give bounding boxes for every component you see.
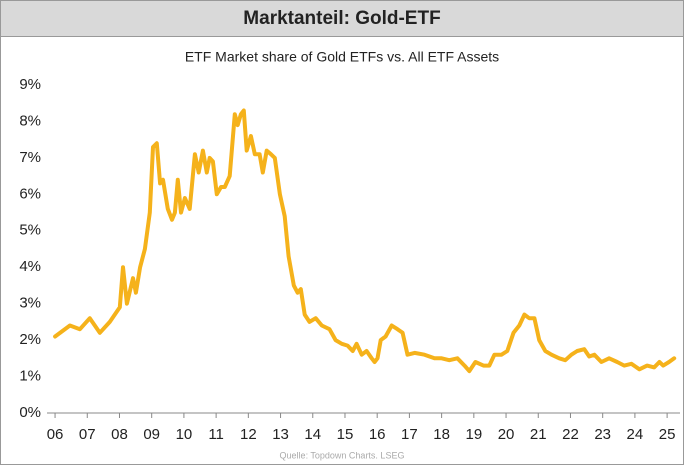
x-tick-label: 11 xyxy=(208,426,224,443)
y-tick-label: 4% xyxy=(19,258,41,275)
y-tick-label: 3% xyxy=(19,295,41,312)
x-tick-label: 13 xyxy=(272,426,289,443)
x-tick-label: 07 xyxy=(79,426,96,443)
x-tick-label: 14 xyxy=(304,426,321,443)
y-tick-label: 9% xyxy=(19,76,41,93)
x-tick-label: 15 xyxy=(337,426,354,443)
x-tick-label: 18 xyxy=(433,426,450,443)
y-tick-label: 2% xyxy=(19,331,41,348)
chart-title: Marktanteil: Gold-ETF xyxy=(243,8,440,29)
x-tick-label: 06 xyxy=(47,426,64,443)
x-tick-label: 10 xyxy=(176,426,193,443)
x-tick-label: 21 xyxy=(530,426,547,443)
y-tick-label: 7% xyxy=(19,149,41,166)
x-tick-label: 24 xyxy=(627,426,644,443)
y-tick-label: 6% xyxy=(19,185,41,202)
x-tick-label: 16 xyxy=(369,426,386,443)
y-tick-label: 1% xyxy=(19,368,41,385)
x-tick-label: 20 xyxy=(498,426,515,443)
x-tick-label: 09 xyxy=(143,426,160,443)
header-band xyxy=(0,0,684,37)
x-tick-label: 22 xyxy=(562,426,579,443)
y-tick-label: 8% xyxy=(19,112,41,129)
source-note: Quelle: Topdown Charts. LSEG xyxy=(280,450,405,460)
x-tick-label: 23 xyxy=(594,426,611,443)
y-tick-label: 5% xyxy=(19,222,41,239)
x-tick-label: 17 xyxy=(401,426,418,443)
x-tick-label: 25 xyxy=(659,426,676,443)
x-tick-label: 19 xyxy=(465,426,482,443)
y-tick-label: 0% xyxy=(19,404,41,421)
data-line xyxy=(53,108,677,374)
chart-subtitle: ETF Market share of Gold ETFs vs. All ET… xyxy=(185,49,499,65)
x-tick-label: 12 xyxy=(240,426,257,443)
x-tick-label: 08 xyxy=(111,426,128,443)
